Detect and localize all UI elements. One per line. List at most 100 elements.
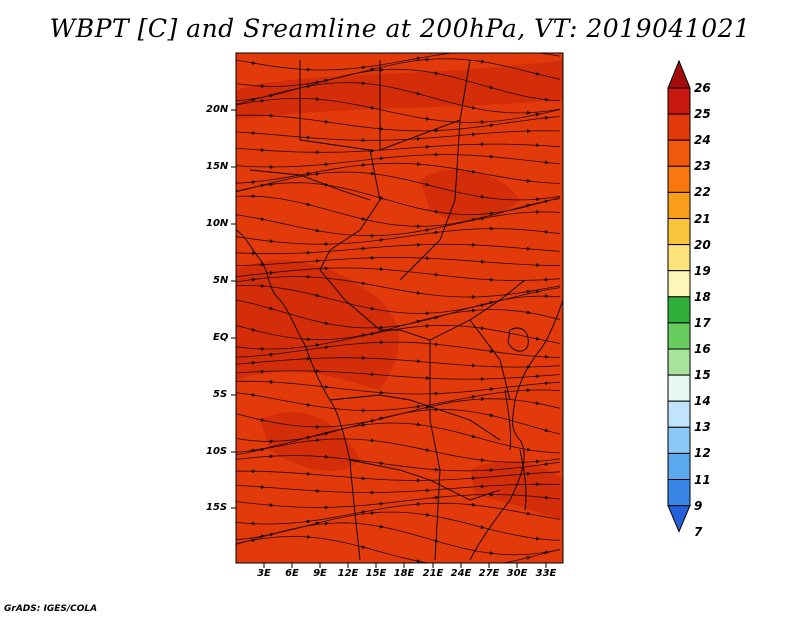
darker-bands xyxy=(236,60,563,520)
streamline xyxy=(236,195,561,227)
colorbar-label: 26 xyxy=(694,81,711,95)
colorbar-label: 20 xyxy=(694,237,711,252)
colorbar-box xyxy=(667,452,691,480)
streamline-arrow xyxy=(322,384,329,389)
lat-label-5n: 5N xyxy=(213,275,229,286)
streamline-arrow xyxy=(469,395,476,399)
lake-tanganyika xyxy=(504,389,511,451)
streamline xyxy=(236,82,561,114)
streamline-arrow xyxy=(524,289,531,294)
streamline-arrow xyxy=(542,462,549,467)
streamline-arrow xyxy=(368,105,375,110)
streamline xyxy=(236,143,561,153)
streamline-arrow xyxy=(304,84,311,89)
streamline-arrow xyxy=(304,402,311,407)
darker-band xyxy=(236,260,399,390)
streamline-arrow xyxy=(313,172,320,177)
streamline xyxy=(236,68,561,102)
streamline-arrow xyxy=(432,209,439,214)
streamline-arrow xyxy=(524,203,531,208)
streamline-arrow xyxy=(414,91,421,96)
streamline-arrow xyxy=(414,422,421,427)
streamline-arrow xyxy=(533,536,540,541)
streamline-arrow xyxy=(423,182,430,187)
streamline-arrow xyxy=(249,327,256,332)
lat-label-10s: 10S xyxy=(206,446,228,457)
streamline-arrow xyxy=(267,93,274,98)
streamline-arrow xyxy=(469,217,476,222)
streamline xyxy=(236,228,561,245)
streamline-arrow xyxy=(313,343,320,348)
streamline-arrow xyxy=(432,71,439,76)
colorbar-label: 15 xyxy=(694,368,711,383)
lon-label-33e: 33E xyxy=(535,568,557,579)
streamline xyxy=(236,494,561,508)
lon-label-27e: 27E xyxy=(478,568,500,579)
streamline-arrow xyxy=(313,521,320,526)
country-boundaries xyxy=(236,59,563,561)
streamline-arrow xyxy=(478,525,485,529)
colorbar-lower-triangle xyxy=(667,505,691,533)
streamline-arrow xyxy=(432,272,439,277)
coastline-east xyxy=(469,299,563,561)
streamline-arrow xyxy=(533,112,540,117)
streamline-arrow xyxy=(542,97,549,102)
streamline-arrow xyxy=(432,315,439,320)
colorbar-label: 23 xyxy=(694,159,711,174)
colorbar-box xyxy=(667,270,691,298)
colorbar-label: 22 xyxy=(694,185,711,200)
lat-label-15s: 15S xyxy=(206,502,228,513)
lon-label-6e: 6E xyxy=(285,568,299,579)
streamline xyxy=(236,422,561,454)
streamline-arrow xyxy=(322,345,329,350)
streamline-arrow xyxy=(322,321,329,326)
streamline-arrow xyxy=(487,123,494,128)
colorbar-box xyxy=(667,191,691,219)
lon-label-3e: 3E xyxy=(257,568,271,579)
colorbar-box xyxy=(667,244,691,272)
streamline-arrow xyxy=(524,511,531,516)
streamline-arrow xyxy=(414,559,421,563)
streamline-arrow xyxy=(322,119,329,124)
streamline-arrow xyxy=(377,416,384,421)
colorbar-box xyxy=(667,165,691,193)
streamline-arrow xyxy=(322,78,329,83)
streamline-arrow xyxy=(249,448,256,453)
colorbar-label: 13 xyxy=(694,420,711,435)
streamline-arrow xyxy=(524,310,531,315)
border-4 xyxy=(249,169,371,201)
colorbar-box xyxy=(667,139,691,167)
streamline-arrow xyxy=(487,551,494,556)
streamline-arrow xyxy=(313,293,320,298)
border-5 xyxy=(319,269,526,341)
streamline-arrow xyxy=(368,332,375,337)
streamline xyxy=(236,455,561,472)
colorbar-label: 7 xyxy=(694,524,703,539)
colorbar-upper-triangle xyxy=(667,59,691,89)
streamline-arrow xyxy=(469,169,476,174)
lon-label-18e: 18E xyxy=(393,568,415,579)
streamline xyxy=(236,267,561,281)
streamline-arrow xyxy=(542,428,549,433)
border-9 xyxy=(469,319,511,401)
streamline-arrow xyxy=(359,216,366,221)
lat-label-eq: EQ xyxy=(213,332,229,343)
streamline-arrow xyxy=(469,105,476,110)
streamline-arrow xyxy=(249,60,256,65)
streamline-arrow xyxy=(533,336,540,341)
border-2 xyxy=(379,59,471,151)
darker-band xyxy=(470,461,563,520)
streamline-arrow xyxy=(313,80,320,85)
streamline-arrow xyxy=(478,59,485,64)
streamline-arrow xyxy=(359,65,366,70)
streamline-arrow xyxy=(423,228,430,233)
streamline-arrow xyxy=(359,423,366,428)
colorbar-label: 24 xyxy=(694,133,711,148)
streamline-arrow xyxy=(524,555,531,560)
streamline xyxy=(236,171,561,201)
border-6 xyxy=(329,394,501,441)
streamline-arrow xyxy=(249,98,256,102)
lon-label-21e: 21E xyxy=(422,568,444,579)
streamline-arrow xyxy=(524,447,531,452)
colorbar-label: 9 xyxy=(694,498,703,513)
